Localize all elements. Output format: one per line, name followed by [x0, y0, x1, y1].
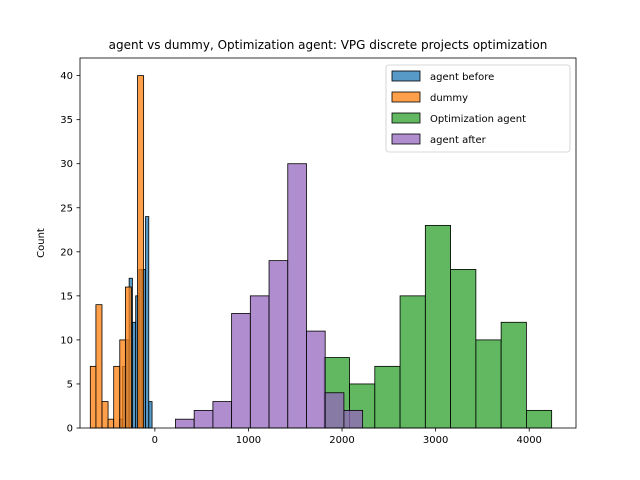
legend-item: dummy — [391, 91, 468, 104]
bars-group — [89, 75, 553, 429]
legend-label: Optimization agent — [430, 114, 526, 125]
x-tick-label: 3000 — [423, 435, 448, 446]
histogram-bar — [101, 401, 109, 429]
y-tick-label: 40 — [60, 71, 73, 82]
series-agent-after — [175, 163, 364, 429]
x-tick-label: 2000 — [329, 435, 354, 446]
histogram-bar — [119, 339, 126, 429]
x-axis: 0 1000 2000 3000 4000 — [152, 428, 542, 446]
histogram-bar — [526, 409, 553, 429]
x-tick-label: 4000 — [516, 435, 541, 446]
histogram-bar — [424, 224, 451, 429]
y-tick-label: 35 — [60, 115, 73, 126]
y-tick-label: 25 — [60, 203, 73, 214]
legend-item: Optimization agent — [391, 112, 526, 125]
plot-frame — [79, 57, 577, 429]
y-tick-label: 20 — [60, 247, 73, 258]
legend-box — [385, 64, 571, 153]
histogram-bar — [107, 418, 115, 429]
legend-label: agent after — [430, 135, 487, 146]
histogram-bar — [137, 75, 145, 429]
histogram-bar — [306, 330, 326, 429]
legend-swatch — [391, 91, 421, 103]
histogram-bar — [175, 418, 195, 429]
histogram-bar — [249, 295, 270, 429]
histogram-bar — [343, 409, 364, 429]
histogram-bar — [212, 401, 233, 429]
legend-swatch — [391, 112, 421, 124]
histogram-bar — [450, 269, 477, 429]
histogram-bar — [231, 313, 251, 429]
y-tick-label: 30 — [60, 159, 73, 170]
histogram-bar — [374, 365, 401, 429]
y-axis: 0 5 10 15 20 25 30 35 40 — [60, 71, 80, 435]
histogram-bar — [145, 216, 150, 429]
histogram-bar — [124, 286, 132, 429]
x-tick-label: 0 — [152, 435, 158, 446]
legend-item: agent before — [391, 70, 494, 83]
histogram-bar — [268, 260, 289, 429]
histogram-bar — [399, 295, 426, 429]
histogram-bar — [132, 321, 137, 429]
histogram-bar — [148, 401, 153, 429]
series-optimization-agent — [323, 224, 553, 429]
histogram-bar — [193, 409, 214, 429]
histogram-bar — [324, 392, 345, 429]
histogram-bar — [113, 365, 121, 429]
histogram-bar — [95, 304, 103, 429]
y-tick-label: 5 — [67, 379, 73, 390]
y-tick-label: 0 — [67, 424, 73, 435]
histogram-bar — [89, 365, 97, 429]
legend-label: agent before — [430, 72, 494, 83]
legend: agent before dummy Optimization agent agent… — [385, 64, 571, 153]
histogram-bar — [287, 163, 307, 429]
histogram-bar — [475, 339, 502, 429]
y-tick-label: 10 — [60, 335, 73, 346]
y-tick-label: 15 — [60, 291, 73, 302]
legend-swatch — [391, 133, 421, 145]
legend-label: dummy — [430, 93, 468, 104]
histogram-bar — [500, 321, 527, 429]
legend-swatch — [391, 70, 421, 82]
y-axis-label: Count — [36, 228, 47, 258]
chart-title: agent vs dummy, Optimization agent: VPG … — [109, 38, 548, 52]
x-tick-label: 1000 — [236, 435, 261, 446]
legend-item: agent after — [391, 133, 487, 146]
series-dummy — [89, 75, 145, 429]
